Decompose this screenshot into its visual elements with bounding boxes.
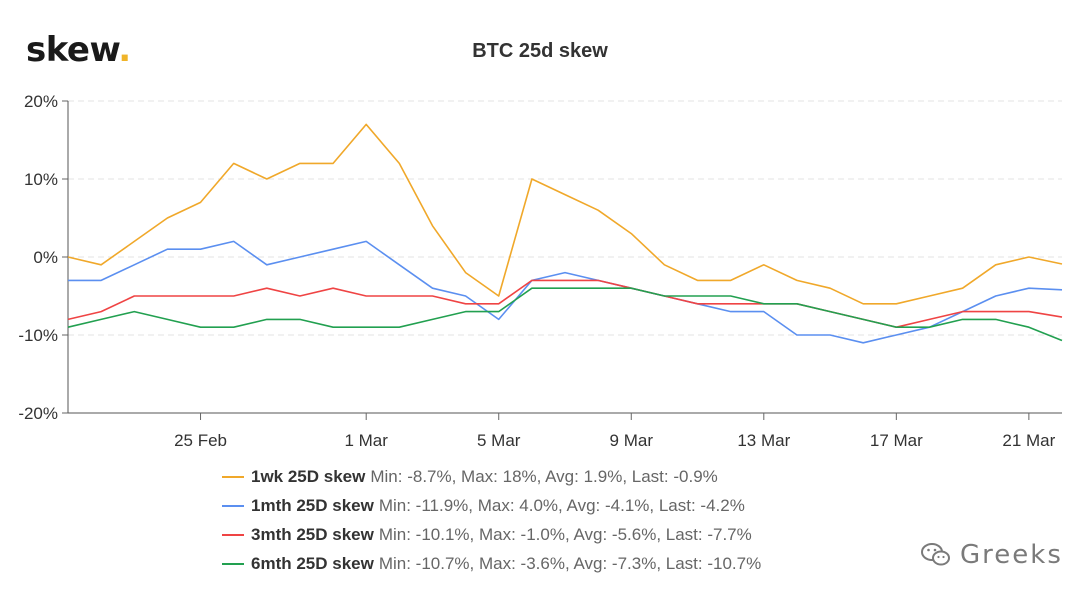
- series-line-1: [67, 123, 1063, 305]
- y-tick-label: 0%: [33, 248, 58, 267]
- series-line-4: [67, 287, 1063, 342]
- legend-series-stats: Min: -10.1%, Max: -1.0%, Avg: -5.6%, Las…: [378, 524, 752, 544]
- legend: 1wk 25D skew Min: -8.7%, Max: 18%, Avg: 1…: [222, 462, 761, 578]
- series-lines: [67, 123, 1063, 344]
- x-tick-label: 13 Mar: [737, 431, 790, 450]
- legend-item[interactable]: 1wk 25D skew Min: -8.7%, Max: 18%, Avg: 1…: [222, 462, 761, 491]
- x-tick-label: 9 Mar: [610, 431, 654, 450]
- wechat-icon: [921, 543, 950, 566]
- y-tick-label: 20%: [24, 92, 58, 111]
- x-tick-label: 21 Mar: [1002, 431, 1055, 450]
- tick-labels: 20% 10% 0% -10% -20% 25 Feb 1 Mar 5 Mar 9 Mar 13 …: [18, 92, 1055, 450]
- x-tick-label: 17 Mar: [870, 431, 923, 450]
- legend-swatch: [222, 562, 244, 565]
- legend-series-name: 6mth 25D skew: [251, 553, 374, 573]
- legend-series-stats: Min: -10.7%, Max: -3.6%, Avg: -7.3%, Las…: [378, 553, 762, 573]
- skew-logo: skew.: [26, 30, 131, 70]
- legend-series-name: 1wk 25D skew: [251, 466, 366, 486]
- legend-item[interactable]: 3mth 25D skew Min: -10.1%, Max: -1.0%, Av…: [222, 520, 761, 549]
- x-tick-label: 1 Mar: [344, 431, 388, 450]
- legend-series-name: 1mth 25D skew: [251, 495, 374, 515]
- series-line-2: [68, 240, 1063, 344]
- legend-item[interactable]: 6mth 25D skew Min: -10.7%, Max: -3.6%, Av…: [222, 549, 761, 578]
- y-tick-label: -10%: [18, 326, 58, 345]
- y-tick-label: -20%: [18, 404, 58, 423]
- chart-title: BTC 25d skew: [472, 40, 608, 62]
- legend-series-stats: Min: -11.9%, Max: 4.0%, Avg: -4.1%, Last…: [378, 495, 745, 515]
- axes: [62, 100, 1062, 420]
- legend-series-name: 3mth 25D skew: [251, 524, 374, 544]
- grid-lines: [68, 100, 1062, 336]
- legend-series-stats: Min: -8.7%, Max: 18%, Avg: 1.9%, Last: -…: [370, 466, 718, 486]
- x-tick-label: 25 Feb: [174, 431, 227, 450]
- legend-item[interactable]: 1mth 25D skew Min: -11.9%, Max: 4.0%, Avg…: [222, 491, 761, 520]
- greeks-watermark: Greeks: [920, 540, 1063, 570]
- x-tick-label: 5 Mar: [477, 431, 521, 450]
- legend-swatch: [222, 475, 244, 478]
- watermark-text: Greeks: [960, 540, 1063, 570]
- legend-swatch: [222, 504, 244, 507]
- legend-swatch: [222, 533, 244, 536]
- y-tick-label: 10%: [24, 170, 58, 189]
